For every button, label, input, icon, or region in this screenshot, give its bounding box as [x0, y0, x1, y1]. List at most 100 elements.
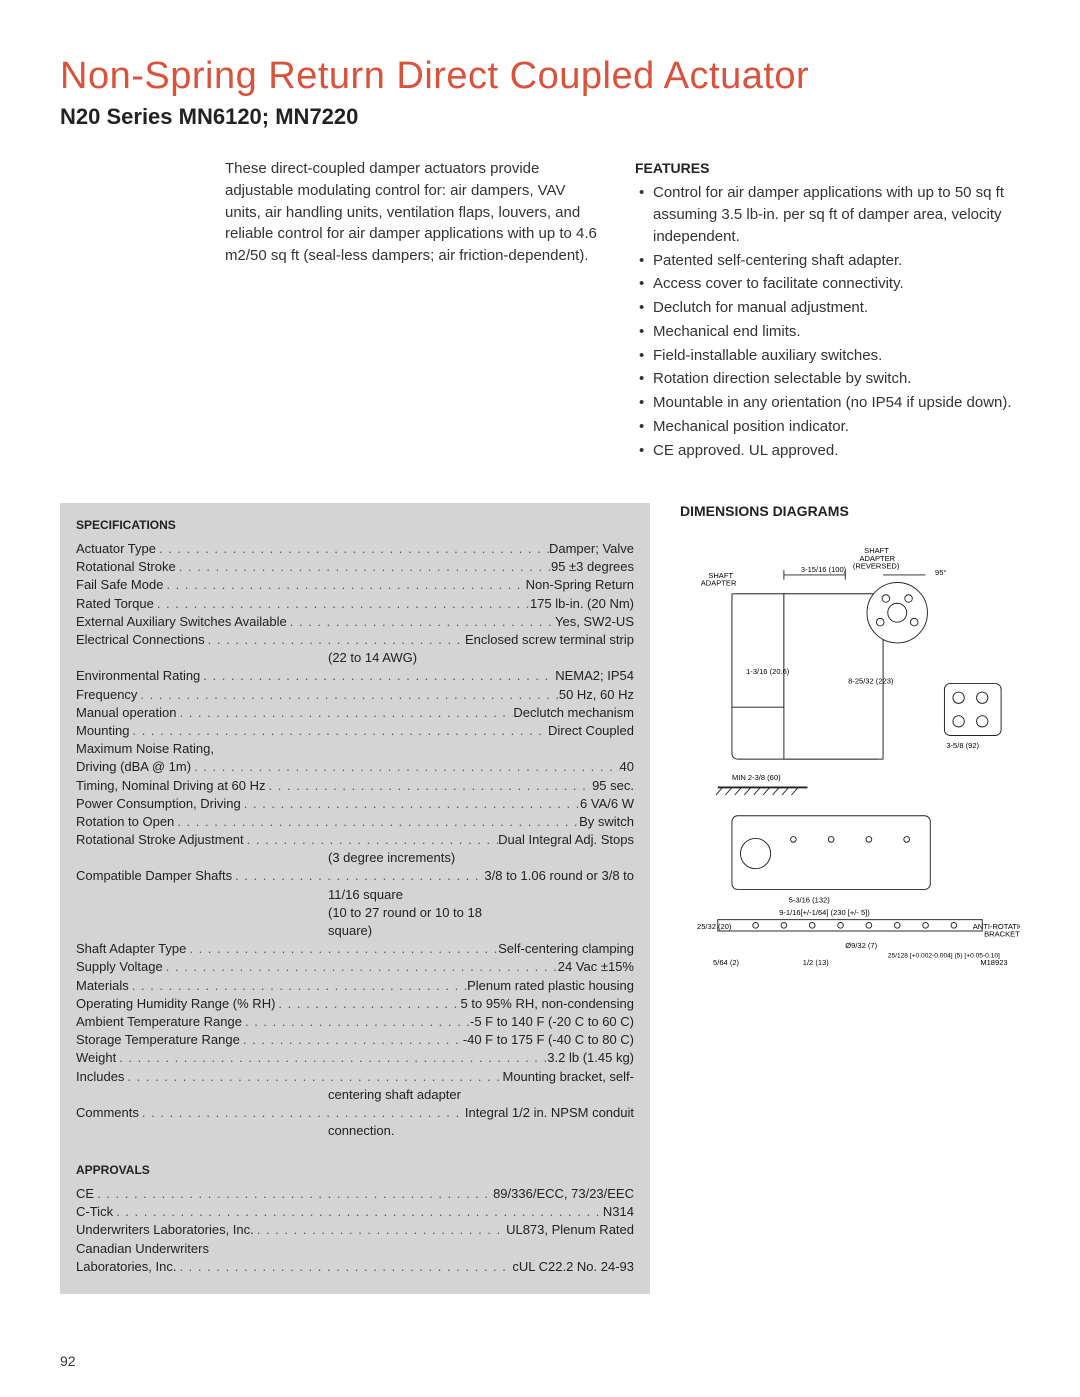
spec-dots: . . . . . . . . . . . . . . . . . . . . … [191, 758, 619, 776]
specs-list: Actuator Type . . . . . . . . . . . . . … [76, 540, 634, 1140]
spec-label: Canadian Underwriters [76, 1240, 209, 1258]
spec-row: Electrical Connections . . . . . . . . .… [76, 631, 634, 649]
spec-value: N314 [603, 1203, 634, 1221]
spec-row: Rated Torque . . . . . . . . . . . . . .… [76, 595, 634, 613]
spec-value: 95 ±3 degrees [551, 558, 634, 576]
spec-dots: . . . . . . . . . . . . . . . . . . . . … [163, 958, 558, 976]
svg-text:1-3/16 (20.6): 1-3/16 (20.6) [746, 667, 790, 676]
spec-dots: . . . . . . . . . . . . . . . . . . . . … [176, 704, 513, 722]
spec-row: Weight . . . . . . . . . . . . . . . . .… [76, 1049, 634, 1067]
spec-label: Rotation to Open [76, 813, 174, 831]
spec-label: Driving (dBA @ 1m) [76, 758, 191, 776]
spec-dots: . . . . . . . . . . . . . . . . . . . . … [113, 1203, 603, 1221]
spec-value: 175 lb-in. (20 Nm) [530, 595, 634, 613]
svg-text:5-3/16 (132): 5-3/16 (132) [789, 896, 831, 905]
svg-text:ADAPTER: ADAPTER [701, 579, 737, 588]
spec-continuation: (22 to 14 AWG) [76, 649, 634, 667]
spec-value: 3.2 lb (1.45 kg) [547, 1049, 634, 1067]
spec-value: 3/8 to 1.06 round or 3/8 to [484, 867, 634, 885]
spec-value: cUL C22.2 No. 24-93 [512, 1258, 634, 1276]
spec-row: Ambient Temperature Range . . . . . . . … [76, 1013, 634, 1031]
spec-dots: . . . . . . . . . . . . . . . . . . . . … [129, 977, 467, 995]
spec-value: By switch [579, 813, 634, 831]
spec-label: Comments [76, 1104, 139, 1122]
spec-label: Mounting [76, 722, 129, 740]
spec-row: Materials . . . . . . . . . . . . . . . … [76, 977, 634, 995]
intro-text: These direct-coupled damper actuators pr… [225, 158, 605, 463]
spec-dots: . . . . . . . . . . . . . . . . . . . . … [200, 667, 555, 685]
spec-label: Includes [76, 1068, 124, 1086]
top-row: These direct-coupled damper actuators pr… [60, 158, 1020, 463]
spec-continuation: connection. [76, 1122, 634, 1140]
page-number: 92 [60, 1353, 76, 1369]
spec-label: Storage Temperature Range [76, 1031, 240, 1049]
feature-item: Mechanical position indicator. [637, 416, 1020, 438]
spec-label: CE [76, 1185, 94, 1203]
feature-item: CE approved. UL approved. [637, 440, 1020, 462]
spec-value: 5 to 95% RH, non-condensing [461, 995, 634, 1013]
spec-dots: . . . . . . . . . . . . . . . . . . . . … [94, 1185, 493, 1203]
spec-value: Enclosed screw terminal strip [465, 631, 634, 649]
spec-row: Compatible Damper Shafts . . . . . . . .… [76, 867, 634, 885]
spec-dots: . . . . . . . . . . . . . . . . . . . . … [266, 777, 593, 795]
svg-text:1/2 (13): 1/2 (13) [803, 958, 829, 967]
features-column: Features Control for air damper applicat… [635, 158, 1020, 463]
svg-text:9-1/16[+/-1/64] (230 [+/- 5]): 9-1/16[+/-1/64] (230 [+/- 5]) [779, 908, 870, 917]
spec-row: Underwriters Laboratories, Inc. . . . . … [76, 1221, 634, 1239]
spec-label: Rotational Stroke Adjustment [76, 831, 244, 849]
features-heading: Features [635, 158, 1020, 178]
spec-value: 89/336/ECC, 73/23/EEC [493, 1185, 634, 1203]
spec-label: Power Consumption, Driving [76, 795, 241, 813]
page-subtitle: N20 Series MN6120; MN7220 [60, 104, 1020, 130]
spec-row: Rotational Stroke . . . . . . . . . . . … [76, 558, 634, 576]
spec-row: Environmental Rating . . . . . . . . . .… [76, 667, 634, 685]
spec-dots: . . . . . . . . . . . . . . . . . . . . … [163, 576, 525, 594]
svg-text:BRACKET: BRACKET [984, 930, 1020, 939]
spec-value: -5 F to 140 F (-20 C to 60 C) [470, 1013, 634, 1031]
svg-text:8-25/32 (223): 8-25/32 (223) [848, 677, 894, 686]
spec-label: Actuator Type [76, 540, 156, 558]
svg-text:5/64 (2): 5/64 (2) [713, 958, 739, 967]
bottom-row: SPECIFICATIONS Actuator Type . . . . . .… [60, 503, 1020, 1294]
approvals-heading: APPROVALS [76, 1162, 634, 1179]
spec-dots: . . . . . . . . . . . . . . . . . . . . … [275, 995, 460, 1013]
spec-continuation: (3 degree increments) [76, 849, 634, 867]
spec-row: Frequency . . . . . . . . . . . . . . . … [76, 686, 634, 704]
spec-dots: . . . . . . . . . . . . . . . . . . . . … [139, 1104, 465, 1122]
spec-value: NEMA2; IP54 [555, 667, 634, 685]
spec-row: Storage Temperature Range . . . . . . . … [76, 1031, 634, 1049]
spec-dots: . . . . . . . . . . . . . . . . . . . . … [240, 1031, 463, 1049]
spec-row: Includes . . . . . . . . . . . . . . . .… [76, 1068, 634, 1086]
spec-label: Underwriters Laboratories, Inc. [76, 1221, 254, 1239]
spec-label: External Auxiliary Switches Available [76, 613, 287, 631]
spec-continuation: 11/16 square [76, 886, 634, 904]
feature-item: Patented self-centering shaft adapter. [637, 250, 1020, 272]
diagram-svg: SHAFT ADAPTER SHAFT ADAPTER (REVERSED) 3… [680, 523, 1020, 1033]
spec-dots: . . . . . . . . . . . . . . . . . . . . … [241, 795, 580, 813]
spec-row: Mounting . . . . . . . . . . . . . . . .… [76, 722, 634, 740]
spec-dots: . . . . . . . . . . . . . . . . . . . . … [287, 613, 555, 631]
spec-dots: . . . . . . . . . . . . . . . . . . . . … [124, 1068, 502, 1086]
spec-value: Declutch mechanism [513, 704, 634, 722]
page-title: Non-Spring Return Direct Coupled Actuato… [60, 55, 1020, 98]
spec-value: Yes, SW2-US [555, 613, 634, 631]
svg-text:3-5/8 (92): 3-5/8 (92) [946, 741, 979, 750]
spec-dots: . . . . . . . . . . . . . . . . . . . . … [244, 831, 498, 849]
spec-label: Operating Humidity Range (% RH) [76, 995, 275, 1013]
spec-row: Supply Voltage . . . . . . . . . . . . .… [76, 958, 634, 976]
spec-value: 95 sec. [592, 777, 634, 795]
spec-continuation: centering shaft adapter [76, 1086, 634, 1104]
spec-dots: . . . . . . . . . . . . . . . . . . . . … [176, 558, 551, 576]
spec-dots: . . . . . . . . . . . . . . . . . . . . … [242, 1013, 470, 1031]
spec-label: Environmental Rating [76, 667, 200, 685]
spec-dots: . . . . . . . . . . . . . . . . . . . . … [129, 722, 548, 740]
svg-text:3-15/16 (100): 3-15/16 (100) [801, 565, 847, 574]
spec-dots: . . . . . . . . . . . . . . . . . . . . … [174, 813, 579, 831]
spec-continuation: (10 to 27 round or 10 to 18 [76, 904, 634, 922]
spec-dots: . . . . . . . . . . . . . . . . . . . . … [254, 1221, 506, 1239]
spec-label: Maximum Noise Rating, [76, 740, 214, 758]
spec-label: Electrical Connections [76, 631, 205, 649]
feature-item: Declutch for manual adjustment. [637, 297, 1020, 319]
spec-row: Manual operation . . . . . . . . . . . .… [76, 704, 634, 722]
spec-dots: . . . . . . . . . . . . . . . . . . . . … [154, 595, 530, 613]
